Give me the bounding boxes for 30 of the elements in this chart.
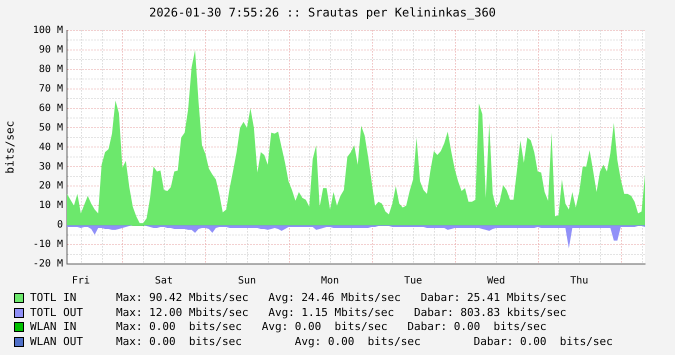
x-tick-label: Fri [72,276,90,287]
legend-label: WLAN OUT [30,334,84,349]
y-tick-label: 10 M [38,200,63,212]
y-tick-label: 30 M [38,161,63,172]
y-tick-label: 80 M [38,64,63,75]
y-tick-label: 90 M [38,44,63,56]
y-tick-label: 50 M [38,122,63,134]
y-tick-label: -10 M [32,239,63,250]
x-tick-label: Sat [154,276,173,287]
y-tick-label: -20 M [32,258,63,270]
text: Max: 90.42 Mbits/sec Avg: 24.46 Mbits/sec Dabar: 25.41 Mbits/sec [116,291,566,306]
x-tick-label: Mon [321,276,340,287]
y-axis-title: bits/sec [3,120,16,174]
y-tick-label: 20 M [38,180,63,192]
text: Max: 0.00 bits/sec Avg: 0.00 bits/sec Dabar: 0.00 bits/sec [116,334,613,349]
y-tick-label: 70 M [38,83,63,94]
y-tick-label: 100 M [32,24,63,36]
legend-label: TOTL OUT [30,306,84,320]
y-tick-label: 0 [56,220,63,231]
text: Max: 12.00 Mbits/sec Avg: 1.15 Mbits/sec Dabar: 803.83 kbits/sec [116,306,566,320]
legend-label: TOTL IN [30,291,78,306]
x-tick-label: Tue [404,276,422,287]
legend-label: WLAN IN [30,320,78,334]
x-tick-label: Wed [487,276,506,287]
x-tick-label: Sun [238,276,256,287]
y-tick-label: 60 M [38,102,63,114]
chart-title: 2026-01-30 7:55:26 :: Srautas per Kelininkas_360 [149,5,496,20]
x-tick-label: Thu [570,276,588,287]
text: Max: 0.00 bits/sec Avg: 0.00 bits/sec Dabar: 0.00 bits/sec [116,320,546,334]
y-tick-label: 40 M [38,142,63,153]
